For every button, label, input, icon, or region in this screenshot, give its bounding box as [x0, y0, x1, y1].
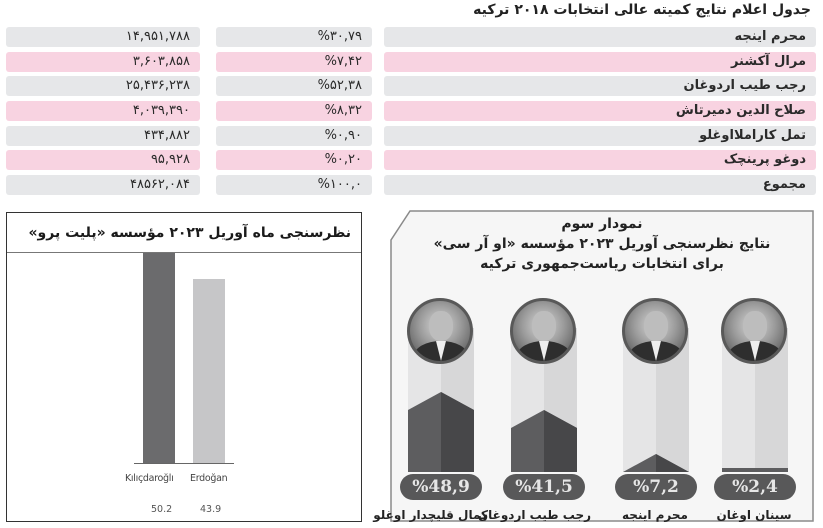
- candidate-photo: [510, 298, 576, 364]
- percent-badge: %2,4: [714, 474, 796, 500]
- chart-title-line: نمودار سوم: [561, 216, 643, 232]
- candidate-photo: [407, 298, 473, 364]
- candidate-name: کمال قلیچدار اوغلو: [373, 508, 488, 522]
- candidate-cell: محرم اینجه: [384, 27, 816, 47]
- bar-value: 43.9: [200, 504, 222, 515]
- votes-cell: ۲۵,۴۳۶,۲۳۸: [6, 76, 200, 97]
- bar-erdogan: [193, 279, 225, 463]
- orc-poll-chart: نمودار سوم نتایج نظرسنجی آوریل ۲۰۲۳ مؤسس…: [373, 210, 814, 522]
- percent-badge: %48,9: [400, 474, 482, 500]
- votes-cell: ۹۵,۹۲۸: [6, 150, 200, 171]
- candidate-cell: رجب طیب اردوغان: [384, 76, 816, 97]
- votes-cell: ۴۸۵۶۲,۰۸۴: [6, 175, 200, 196]
- candidate-column: %41,5 رجب طیب اردوغان: [478, 298, 591, 522]
- table-title: جدول اعلام نتایج کمیته عالی انتخابات ۲۰۱…: [473, 2, 811, 18]
- bar-label: Kılıçdaroğlı: [125, 473, 174, 484]
- pollster-bar-chart: نظرسنجی ماه آوریل ۲۰۲۳ مؤسسه «پلیت پرو» …: [6, 212, 362, 522]
- percent-badge: %41,5: [503, 474, 585, 500]
- bar-label: Erdoğan: [190, 473, 228, 484]
- votes-cell: ۴۳۴,۸۸۲: [6, 125, 200, 146]
- candidate-cell: تمل کاراملااوغلو: [384, 125, 816, 146]
- percent-badge: %7,2: [615, 474, 697, 500]
- candidate-column: %7,2 محرم اینجه: [615, 298, 697, 522]
- votes-cell: ۱۴,۹۵۱,۷۸۸: [6, 27, 200, 47]
- table-row: ۳,۶۰۳,۸۵۸ %۷,۴۲ مرال آکشنر: [6, 51, 818, 72]
- bar-fill: [623, 454, 689, 472]
- percent-cell: %۵۲,۳۸: [216, 76, 372, 97]
- election-results-table: ۱۴,۹۵۱,۷۸۸ %۳۰,۷۹ محرم اینجه ۳,۶۰۳,۸۵۸ %…: [6, 27, 818, 200]
- candidate-name: سینان اوغان: [716, 508, 792, 522]
- candidate-cell: مجموع: [384, 175, 816, 196]
- percent-cell: %۸,۳۲: [216, 101, 372, 122]
- chart-title-line: نتایج نظرسنجی آوریل ۲۰۲۳ مؤسسه «او آر سی…: [433, 236, 771, 252]
- chart-title: نمودار سوم نتایج نظرسنجی آوریل ۲۰۲۳ مؤسس…: [390, 214, 814, 274]
- table-row: ۴,۰۳۹,۳۹۰ %۸,۳۲ صلاح الدین دمیرتاش: [6, 101, 818, 122]
- bar-kilicdaroglu: [143, 253, 175, 463]
- percent-cell: %۰,۲۰: [216, 150, 372, 171]
- candidate-name: محرم اینجه: [622, 508, 688, 522]
- table-row-total: ۴۸۵۶۲,۰۸۴ %۱۰۰,۰ مجموع: [6, 175, 818, 196]
- percent-cell: %۱۰۰,۰: [216, 175, 372, 196]
- table-row: ۹۵,۹۲۸ %۰,۲۰ دوغو پرینچک: [6, 150, 818, 171]
- percent-cell: %۰,۹۰: [216, 125, 372, 146]
- candidate-column: %48,9 کمال قلیچدار اوغلو: [373, 298, 488, 522]
- candidate-photo: [622, 298, 688, 364]
- percent-cell: %۳۰,۷۹: [216, 27, 372, 47]
- votes-cell: ۳,۶۰۳,۸۵۸: [6, 51, 200, 72]
- chart-title: نظرسنجی ماه آوریل ۲۰۲۳ مؤسسه «پلیت پرو»: [7, 213, 361, 253]
- x-axis: [134, 463, 234, 464]
- bar-fill: [511, 410, 577, 472]
- candidate-name: رجب طیب اردوغان: [477, 508, 591, 522]
- plot-area: Kılıçdaroğlı Erdoğan 50.2 43.9: [7, 253, 361, 522]
- candidate-photo: [721, 298, 787, 364]
- candidate-cell: صلاح الدین دمیرتاش: [384, 101, 816, 122]
- table-row: ۱۴,۹۵۱,۷۸۸ %۳۰,۷۹ محرم اینجه: [6, 27, 818, 47]
- bar-fill: [722, 468, 788, 472]
- candidate-cell: دوغو پرینچک: [384, 150, 816, 171]
- table-row: ۴۳۴,۸۸۲ %۰,۹۰ تمل کاراملااوغلو: [6, 125, 818, 146]
- bar-value: 50.2: [151, 504, 173, 515]
- table-row: ۲۵,۴۳۶,۲۳۸ %۵۲,۳۸ رجب طیب اردوغان: [6, 76, 818, 97]
- votes-cell: ۴,۰۳۹,۳۹۰: [6, 101, 200, 122]
- percent-cell: %۷,۴۲: [216, 51, 372, 72]
- chart-title-line: برای انتخابات ریاست‌جمهوری ترکیه: [480, 256, 724, 272]
- candidate-cell: مرال آکشنر: [384, 51, 816, 72]
- chart-frame: [390, 210, 814, 522]
- bar-fill: [408, 392, 474, 472]
- candidate-column: %2,4 سینان اوغان: [714, 298, 796, 522]
